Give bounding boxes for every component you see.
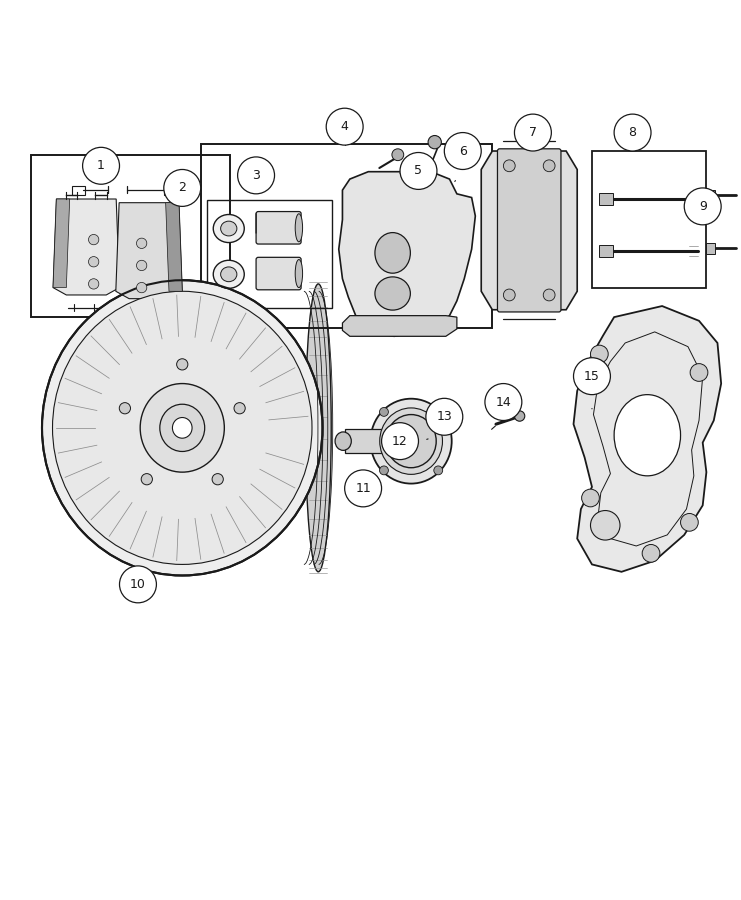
Polygon shape — [481, 151, 577, 310]
Circle shape — [684, 188, 721, 225]
Circle shape — [234, 402, 245, 414]
Ellipse shape — [221, 221, 237, 236]
Ellipse shape — [173, 418, 192, 438]
Circle shape — [345, 470, 382, 507]
Ellipse shape — [335, 432, 351, 450]
Polygon shape — [116, 202, 182, 299]
Circle shape — [574, 357, 611, 394]
Text: 6: 6 — [459, 145, 467, 158]
Bar — [706, 243, 715, 254]
Circle shape — [614, 114, 651, 151]
Circle shape — [136, 238, 147, 248]
Ellipse shape — [514, 411, 525, 421]
Bar — [164, 185, 177, 194]
Text: 12: 12 — [392, 435, 408, 447]
Circle shape — [428, 136, 442, 149]
FancyBboxPatch shape — [256, 212, 301, 244]
Circle shape — [119, 566, 156, 603]
Ellipse shape — [140, 383, 225, 472]
Circle shape — [164, 169, 201, 206]
Circle shape — [426, 399, 463, 436]
Text: 11: 11 — [355, 482, 371, 495]
Circle shape — [136, 260, 147, 271]
Circle shape — [642, 544, 660, 562]
Circle shape — [591, 346, 608, 363]
Ellipse shape — [370, 399, 452, 483]
Ellipse shape — [295, 259, 302, 288]
Circle shape — [485, 383, 522, 420]
Polygon shape — [574, 306, 721, 572]
Text: 8: 8 — [628, 126, 637, 140]
Circle shape — [212, 473, 223, 485]
Text: 14: 14 — [496, 395, 511, 409]
Bar — [345, 429, 400, 453]
Circle shape — [119, 402, 130, 414]
Circle shape — [514, 114, 551, 151]
Bar — [706, 190, 715, 201]
Circle shape — [326, 108, 363, 145]
Polygon shape — [339, 172, 475, 337]
Circle shape — [379, 408, 388, 417]
Circle shape — [176, 359, 188, 370]
Ellipse shape — [375, 232, 411, 274]
Ellipse shape — [42, 280, 322, 575]
Text: 5: 5 — [414, 165, 422, 177]
Circle shape — [690, 364, 708, 382]
Text: 7: 7 — [529, 126, 537, 140]
Circle shape — [680, 514, 698, 531]
Circle shape — [591, 510, 620, 540]
Circle shape — [142, 473, 153, 485]
Ellipse shape — [379, 408, 442, 474]
Ellipse shape — [213, 214, 245, 243]
Bar — [207, 201, 332, 308]
Text: 10: 10 — [130, 578, 146, 591]
Text: 4: 4 — [341, 121, 348, 133]
Circle shape — [88, 234, 99, 245]
Bar — [31, 155, 230, 317]
Text: 9: 9 — [699, 200, 707, 213]
Circle shape — [433, 466, 442, 475]
Text: 15: 15 — [584, 370, 600, 382]
Text: 2: 2 — [179, 182, 186, 194]
Bar — [72, 185, 84, 194]
Circle shape — [445, 132, 481, 169]
Polygon shape — [166, 202, 182, 292]
Circle shape — [503, 160, 515, 172]
Text: 1: 1 — [97, 159, 105, 172]
Circle shape — [582, 489, 599, 507]
Circle shape — [392, 148, 404, 160]
Bar — [599, 194, 613, 205]
Ellipse shape — [160, 404, 205, 452]
Ellipse shape — [375, 277, 411, 310]
Ellipse shape — [221, 267, 237, 282]
Circle shape — [503, 289, 515, 301]
Circle shape — [543, 160, 555, 172]
Polygon shape — [53, 199, 119, 295]
Circle shape — [382, 423, 419, 460]
FancyBboxPatch shape — [497, 148, 561, 312]
Circle shape — [88, 256, 99, 267]
Bar — [201, 144, 492, 328]
Ellipse shape — [305, 284, 331, 572]
Polygon shape — [342, 316, 457, 337]
Polygon shape — [53, 199, 70, 288]
FancyBboxPatch shape — [256, 257, 301, 290]
Circle shape — [433, 408, 442, 417]
Circle shape — [400, 152, 437, 189]
Circle shape — [543, 289, 555, 301]
Circle shape — [88, 279, 99, 289]
Circle shape — [379, 466, 388, 475]
Bar — [599, 245, 613, 256]
Text: 3: 3 — [252, 169, 260, 182]
Ellipse shape — [386, 415, 436, 468]
Bar — [592, 151, 706, 288]
Text: 13: 13 — [436, 410, 452, 423]
Ellipse shape — [53, 292, 312, 564]
Circle shape — [238, 157, 274, 194]
Ellipse shape — [213, 260, 245, 288]
Ellipse shape — [614, 394, 680, 476]
Circle shape — [136, 283, 147, 293]
Ellipse shape — [295, 214, 302, 242]
Circle shape — [82, 148, 119, 184]
